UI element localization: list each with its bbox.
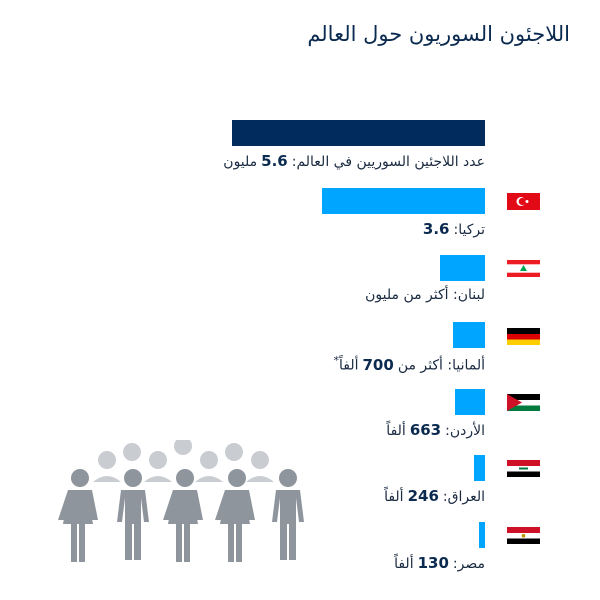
value-label: 663 [409, 421, 442, 439]
unit-label: ألفاً [394, 556, 414, 572]
value-label: 700 [362, 355, 394, 374]
flag-iraq [507, 460, 540, 477]
category-label: ألمانيا: أكثر من [397, 357, 485, 374]
value-label: 130 [417, 554, 449, 572]
category-label: الأردن: [445, 423, 485, 439]
bar [439, 255, 485, 281]
flag-jordan [507, 394, 540, 411]
category-label: عدد اللاجئين السوريين في العالم: [291, 154, 485, 170]
bar [455, 389, 485, 415]
value-label: 5.6 [261, 152, 288, 170]
footnote-mark: * [333, 354, 339, 367]
category-label: العراق: [442, 489, 485, 505]
bar-label: ألمانيا: أكثر من700ألفاً* [333, 354, 485, 374]
category-label: لبنان: أكثر من مليون [365, 287, 485, 303]
unit-label: مليون [223, 154, 258, 170]
bar [453, 322, 485, 348]
bar-label: لبنان: أكثر من مليون [365, 287, 485, 303]
bar-label: العراق:246ألفاً [384, 487, 485, 505]
people-illustration [58, 440, 304, 562]
bar [232, 120, 485, 146]
flag-germany [507, 328, 540, 345]
category-label: تركيا: [453, 222, 486, 238]
unit-label: ألفاً [386, 423, 406, 439]
flag-turkey [507, 193, 540, 210]
bar-label: مصر:130ألفاً [394, 554, 485, 572]
chart-title: اللاجئون السوريون حول العالم [307, 22, 570, 46]
bar [322, 188, 485, 214]
bar [479, 522, 485, 548]
value-label: 246 [407, 487, 439, 505]
bar-label: عدد اللاجئين السوريين في العالم:5.6مليون [223, 152, 485, 170]
unit-label: ألفاً [338, 357, 359, 374]
flag-lebanon [507, 260, 540, 277]
bar [473, 455, 485, 481]
value-label: 3.6 [422, 220, 450, 238]
category-label: مصر: [452, 556, 485, 572]
bar-label: الأردن:663ألفاً [386, 421, 485, 439]
bar-label: تركيا:3.6 [419, 220, 485, 238]
unit-label: ألفاً [384, 489, 404, 505]
flag-egypt [507, 527, 540, 544]
